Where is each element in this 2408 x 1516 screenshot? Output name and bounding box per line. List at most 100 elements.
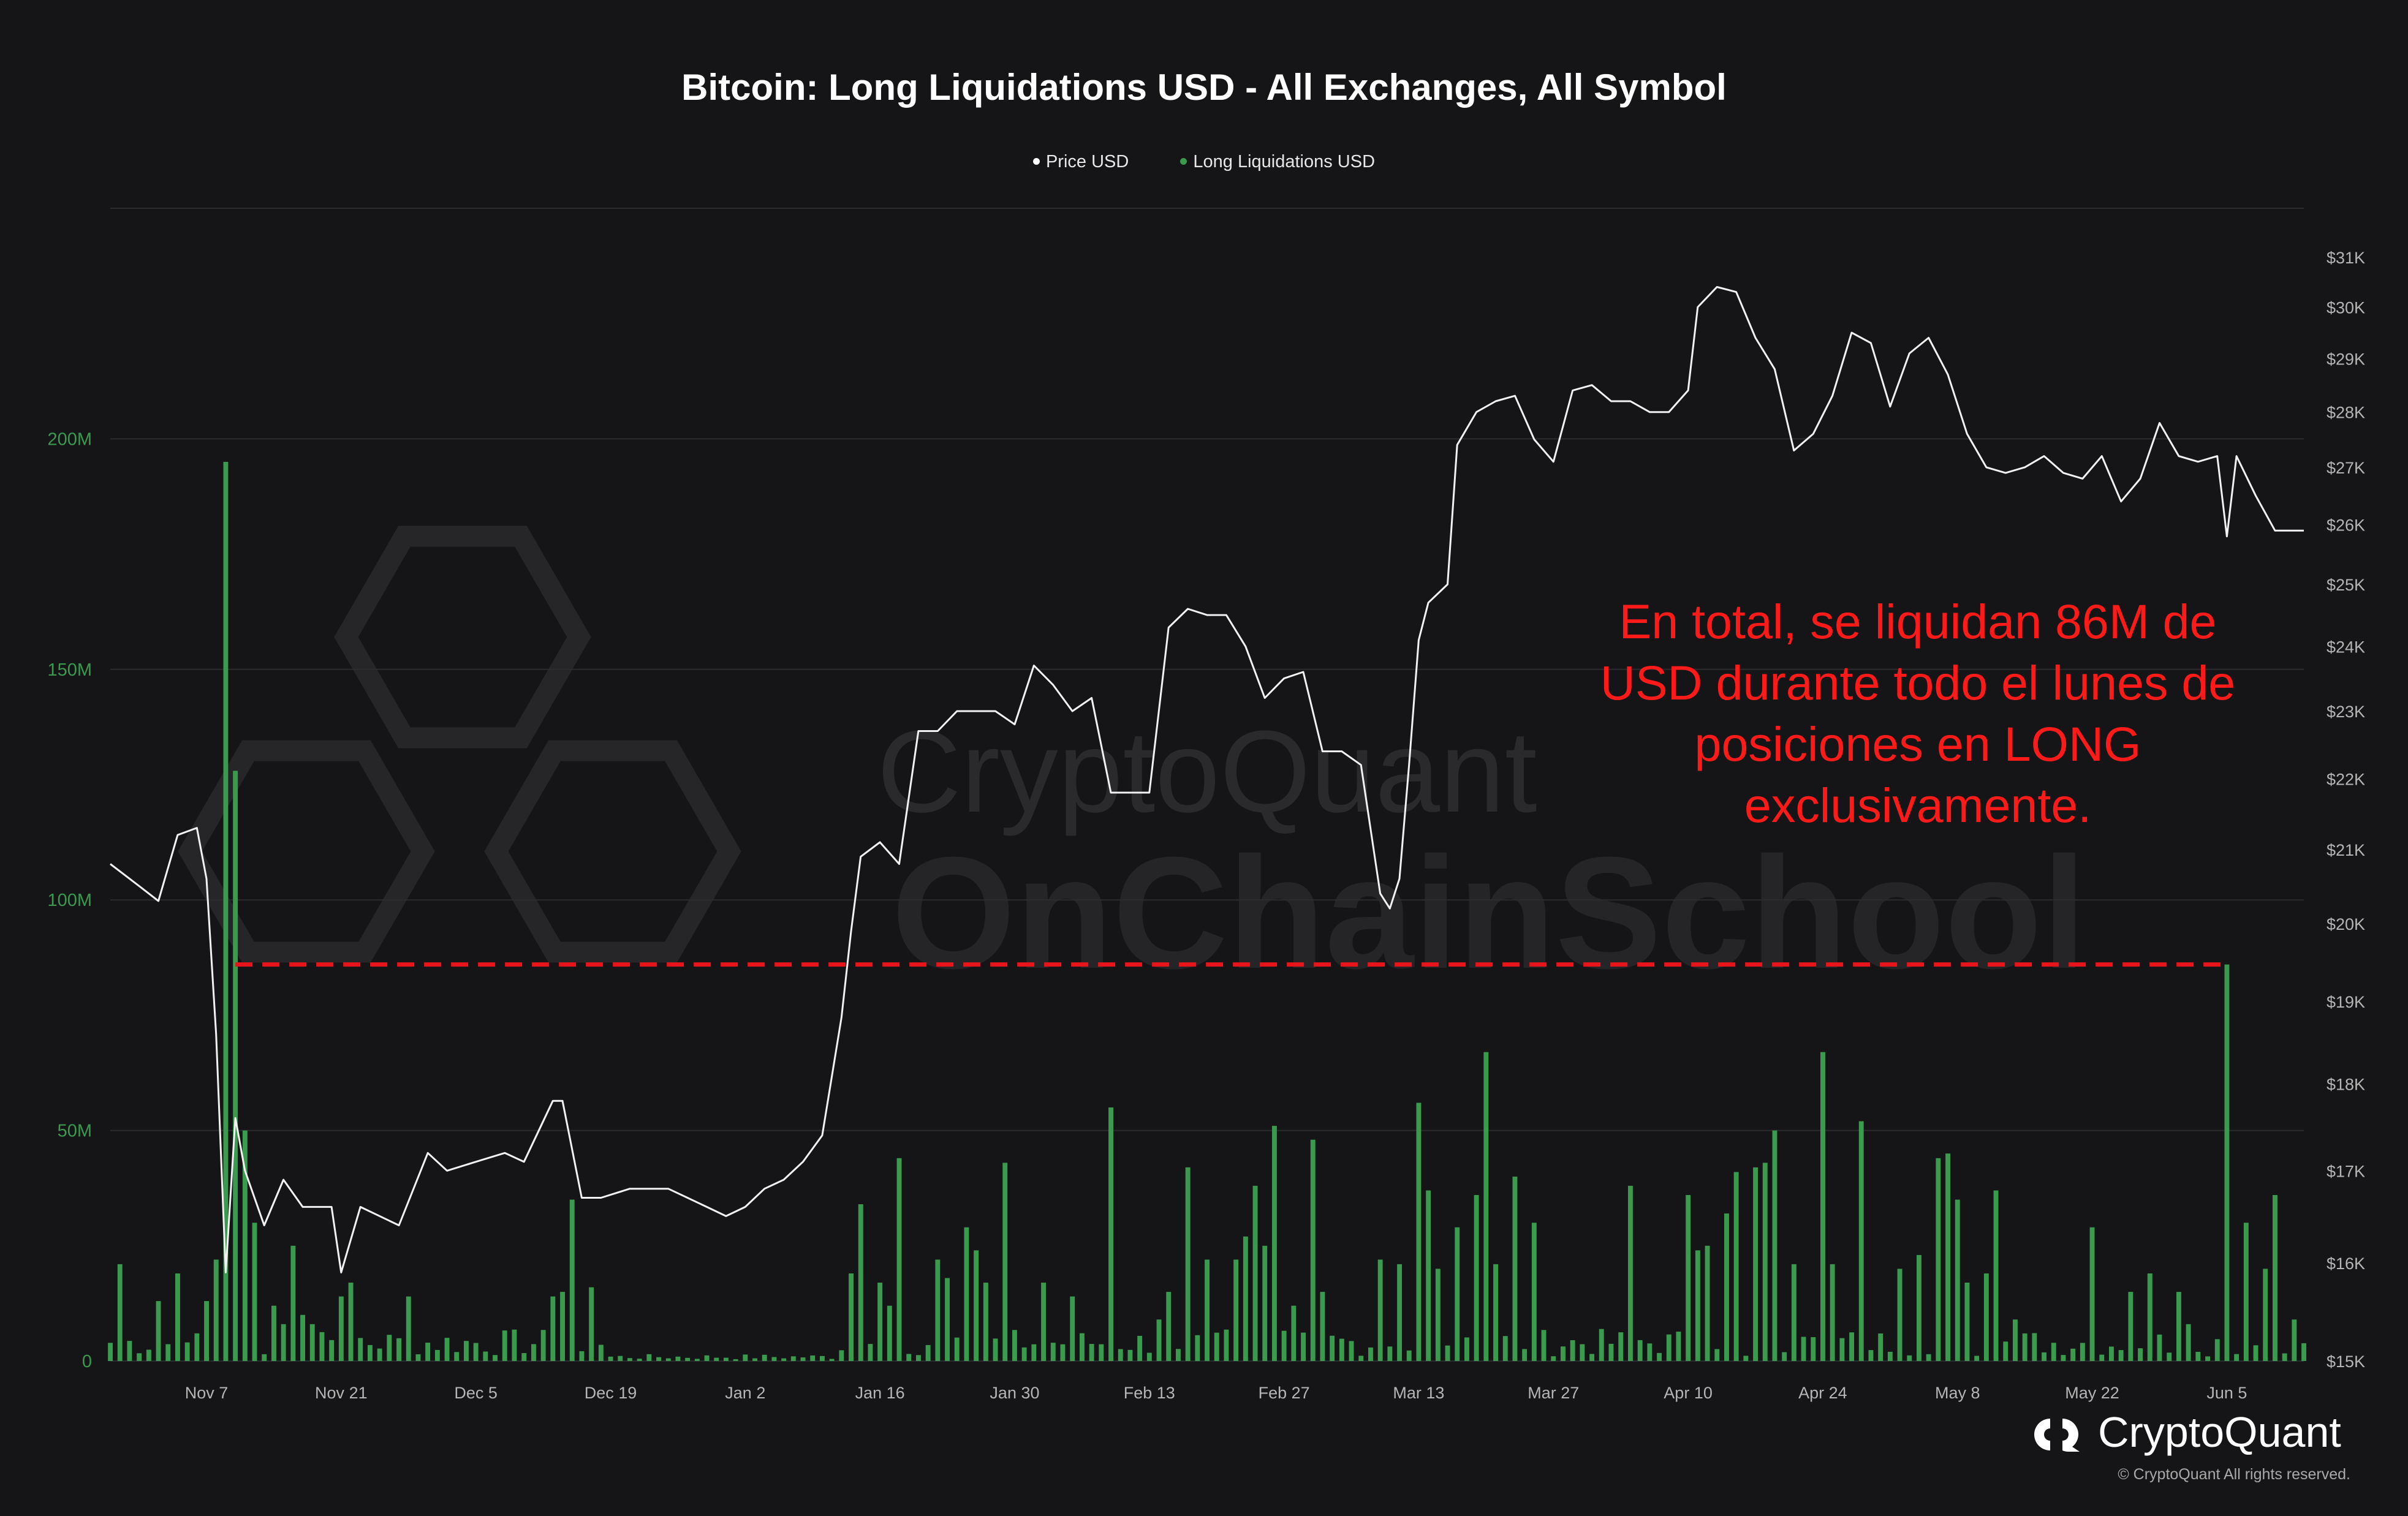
liquidation-bar [1224,1329,1229,1361]
liquidation-bar [1050,1343,1056,1361]
liquidation-bar [309,1324,315,1361]
watermark-hexagon-2 [484,740,741,963]
liquidation-bar [1252,1185,1258,1361]
liquidation-bar [560,1292,565,1361]
liquidation-bar [1791,1264,1797,1361]
liquidation-bars [108,462,2306,1361]
liquidation-bar [743,1354,748,1361]
liquidation-bar [300,1314,305,1361]
chart-legend: Price USD Long Liquidations USD [0,152,2408,172]
right-axis-tick-label: $31K [2327,249,2365,267]
liquidation-bar [1272,1126,1277,1361]
liquidation-bar [1445,1345,1450,1361]
right-axis-tick-label: $17K [2327,1162,2365,1180]
left-axis-tick-label: 200M [47,429,92,449]
watermark-hexagon-0 [334,526,591,749]
liquidation-bar [646,1354,652,1361]
liquidation-bar [540,1330,546,1361]
liquidation-bar [290,1245,296,1361]
liquidation-bar [329,1340,335,1361]
liquidation-bar [752,1358,757,1361]
cryptoquant-logo-icon [2034,1419,2080,1452]
liquidation-bar [1108,1107,1113,1361]
liquidation-bar [1320,1292,1325,1361]
liquidation-bar [1205,1259,1210,1361]
liquidation-bar [1589,1354,1594,1361]
price-line-layer [110,286,2304,1273]
liquidation-bar [887,1305,892,1361]
liquidation-bar [2224,964,2230,1361]
liquidation-bar [1993,1190,1999,1361]
x-axis-tick-label: Jun 5 [2206,1384,2247,1402]
liquidation-bar [1551,1356,1556,1361]
liquidation-bar [2234,1354,2240,1361]
right-axis-tick-label: $25K [2327,576,2365,594]
liquidation-bar [473,1343,479,1361]
liquidation-bar [1435,1269,1441,1361]
liquidation-bar [916,1355,921,1361]
liquidation-bar [1887,1351,1893,1361]
liquidation-bar [1512,1176,1518,1361]
right-axis-tick-label: $15K [2327,1352,2365,1371]
liquidation-bar [1214,1332,1219,1361]
legend-item-price[interactable]: Price USD [1032,152,1129,172]
liquidation-bar [1570,1340,1575,1361]
right-axis-tick-label: $22K [2327,770,2365,788]
liquidation-bar [1377,1259,1383,1361]
liquidation-bar [954,1337,960,1361]
liquidation-bar [2253,1345,2258,1361]
watermark-text-1: CryptoQuant [877,707,1537,837]
copyright-text: © CryptoQuant All rights reserved. [2118,1466,2350,1483]
liquidation-bar [502,1330,507,1361]
liquidation-bar [849,1273,854,1361]
liquidation-bar [146,1349,151,1361]
liquidation-bar [108,1343,113,1361]
liquidation-bar [685,1357,691,1361]
x-axis-tick-label: Apr 10 [1664,1384,1713,1402]
liquidation-bar [1907,1355,1912,1361]
liquidation-bar [1185,1167,1191,1361]
watermark-hexagon-1 [178,740,435,963]
liquidation-bar [387,1335,392,1361]
liquidation-bar [1455,1227,1460,1361]
liquidation-bar [213,1259,219,1361]
liquidation-bar [1695,1250,1700,1361]
liquidation-bar [338,1296,344,1361]
liquidation-bar [2167,1352,2172,1361]
liquidation-bar [368,1344,373,1361]
liquidation-bar [184,1342,190,1361]
legend-item-liquidations[interactable]: Long Liquidations USD [1180,152,1375,172]
liquidation-bar [1301,1332,1306,1361]
liquidation-bar [1666,1334,1672,1361]
liquidation-bar [2042,1352,2046,1361]
liquidation-bar [2157,1334,2162,1361]
liquidation-bar [1849,1332,1854,1361]
liquidation-bar [2138,1348,2143,1361]
liquidation-bar [2013,1319,2018,1361]
liquidation-bar [137,1353,142,1361]
liquidation-bar [2301,1343,2306,1361]
liquidation-bar [724,1357,729,1361]
liquidation-bar [2195,1352,2201,1361]
right-axis-tick-label: $30K [2327,298,2365,317]
x-axis-tick-label: Feb 13 [1124,1384,1175,1402]
right-axis-tick-label: $29K [2327,350,2365,369]
right-axis-tick-label: $19K [2327,993,2365,1011]
liquidation-bar [1021,1347,1027,1361]
liquidation-bar [1753,1167,1758,1361]
liquidation-bar [252,1223,257,1361]
legend-label-liquidations: Long Liquidations USD [1193,152,1376,172]
liquidation-bar [1195,1335,1200,1361]
right-axis-tick-label: $23K [2327,703,2365,721]
liquidation-bar [281,1324,286,1361]
liquidation-bar [1531,1223,1537,1361]
liquidation-bar [1156,1319,1162,1361]
x-axis-tick-label: Mar 27 [1528,1384,1579,1402]
liquidation-bar [1127,1349,1133,1361]
liquidation-bar [1330,1335,1335,1361]
liquidation-bar [935,1259,941,1361]
liquidation-bar [117,1264,123,1361]
right-axis-tick-label: $27K [2327,459,2365,477]
liquidation-bar [2243,1223,2249,1361]
liquidation-bar [1070,1296,1075,1361]
